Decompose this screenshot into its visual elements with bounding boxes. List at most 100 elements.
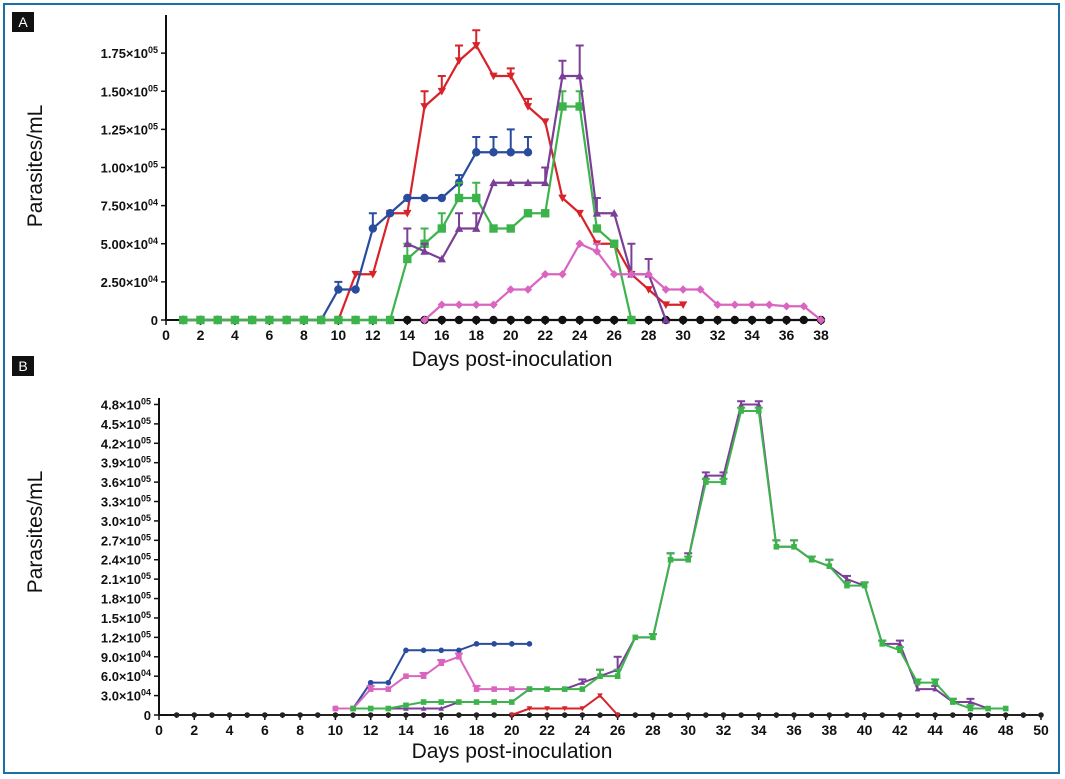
series-purple-point xyxy=(897,641,903,647)
series-black-point xyxy=(650,712,656,718)
series-pink-point xyxy=(523,285,533,294)
series-black-point xyxy=(314,712,321,718)
series-green-point xyxy=(632,634,639,641)
series-purple-point xyxy=(403,705,409,711)
x-tick-label: 20 xyxy=(504,722,520,738)
series-purple-line xyxy=(406,74,667,321)
series-purple-point xyxy=(967,699,974,705)
panel-b-ylabel: Parasites/mL xyxy=(24,471,47,594)
series-purple-point xyxy=(523,178,533,187)
series-blue-point xyxy=(456,647,462,654)
series-green-line xyxy=(353,409,1006,710)
series-black-point xyxy=(579,712,586,718)
series-green-point xyxy=(403,702,409,709)
x-tick-label: 8 xyxy=(300,327,308,343)
series-green-point xyxy=(755,408,762,414)
series-green-point xyxy=(575,102,584,111)
x-tick-label: 32 xyxy=(710,327,726,343)
series-black-point xyxy=(967,712,974,718)
series-black-point xyxy=(350,712,356,718)
series-red-line xyxy=(511,694,619,716)
x-tick-label: 46 xyxy=(963,722,979,738)
x-tick-label: 40 xyxy=(857,722,873,738)
series-blue-point xyxy=(472,148,481,157)
series-green-point xyxy=(685,556,691,563)
y-tick-label: 2.4×1005 xyxy=(101,552,151,568)
series-green-point xyxy=(472,193,481,203)
series-pink-point xyxy=(730,300,740,309)
series-blue-point xyxy=(385,679,392,686)
x-tick-label: 20 xyxy=(503,327,519,343)
series-black-point xyxy=(385,712,392,718)
series-blue-point xyxy=(368,224,378,233)
series-green-point xyxy=(265,315,274,325)
series-purple-point xyxy=(506,178,515,187)
y-tick-label: 1.75×1005 xyxy=(101,45,158,61)
series-green-point xyxy=(403,254,412,264)
series-black-point xyxy=(491,712,497,718)
series-black-point xyxy=(703,712,709,718)
x-tick-label: 14 xyxy=(400,327,416,343)
series-black-point xyxy=(808,712,815,718)
series-purple-point xyxy=(472,224,481,232)
series-black-point xyxy=(244,712,250,718)
series-pink-point xyxy=(332,705,339,712)
series-pink-point xyxy=(816,315,826,325)
y-tick-label: 3.3×1005 xyxy=(101,494,151,510)
series-black-point xyxy=(985,712,991,718)
series-green-point xyxy=(627,315,636,325)
series-purple xyxy=(350,400,1009,711)
x-tick-label: 38 xyxy=(822,722,838,738)
series-green-point xyxy=(473,699,480,705)
series-black-point xyxy=(523,315,533,325)
series-purple-point xyxy=(914,686,921,692)
series-blue-point xyxy=(403,193,412,203)
x-tick-label: 24 xyxy=(575,722,591,738)
y-tick-label: 1.00×1005 xyxy=(101,160,158,176)
y-tick-label: 1.5×1005 xyxy=(101,610,151,626)
series-blue-line xyxy=(183,151,528,322)
series-pink-point xyxy=(420,673,427,679)
x-tick-label: 10 xyxy=(328,722,344,738)
series-red xyxy=(509,693,621,718)
series-pink-point xyxy=(678,285,688,294)
series-black-point xyxy=(437,315,446,325)
x-tick-label: 8 xyxy=(296,722,304,738)
series-red-point xyxy=(678,301,688,309)
series-pink-point xyxy=(696,285,705,294)
series-blue-point xyxy=(438,647,445,654)
series-pink-point xyxy=(799,302,808,311)
series-black-point xyxy=(644,315,653,325)
series-blue xyxy=(179,128,533,325)
series-black-point xyxy=(685,712,691,718)
x-tick-label: 0 xyxy=(162,327,170,343)
series-green-point xyxy=(523,209,533,218)
x-tick-label: 14 xyxy=(398,722,414,738)
series-purple-point xyxy=(454,224,464,232)
series-green-point xyxy=(609,239,619,248)
series-blue-line xyxy=(335,642,530,710)
series-pink-point xyxy=(489,300,498,309)
series-black-point xyxy=(782,315,791,325)
series-green-point xyxy=(773,543,780,550)
series-red-point xyxy=(561,706,568,712)
x-tick-label: 6 xyxy=(261,722,269,738)
panel-a-xlabel: Days post-inoculation xyxy=(412,348,613,371)
series-green-point xyxy=(561,686,568,692)
series-black-point xyxy=(526,712,533,718)
series-black-point xyxy=(696,315,705,325)
x-tick-label: 36 xyxy=(779,327,795,343)
series-pink-point xyxy=(713,300,722,309)
series-green-point xyxy=(558,102,567,111)
x-tick-label: 4 xyxy=(226,722,234,738)
y-tick-label: 4.2×1005 xyxy=(101,435,151,451)
series-green-point xyxy=(506,224,515,233)
series-black-point xyxy=(403,315,412,325)
series-red-point xyxy=(420,103,429,111)
series-green xyxy=(179,90,636,325)
series-black-point xyxy=(678,315,688,325)
series-blue-point xyxy=(367,679,374,686)
series-blue xyxy=(332,641,533,712)
series-blue-point xyxy=(473,641,480,647)
series-pink-point xyxy=(609,270,619,279)
